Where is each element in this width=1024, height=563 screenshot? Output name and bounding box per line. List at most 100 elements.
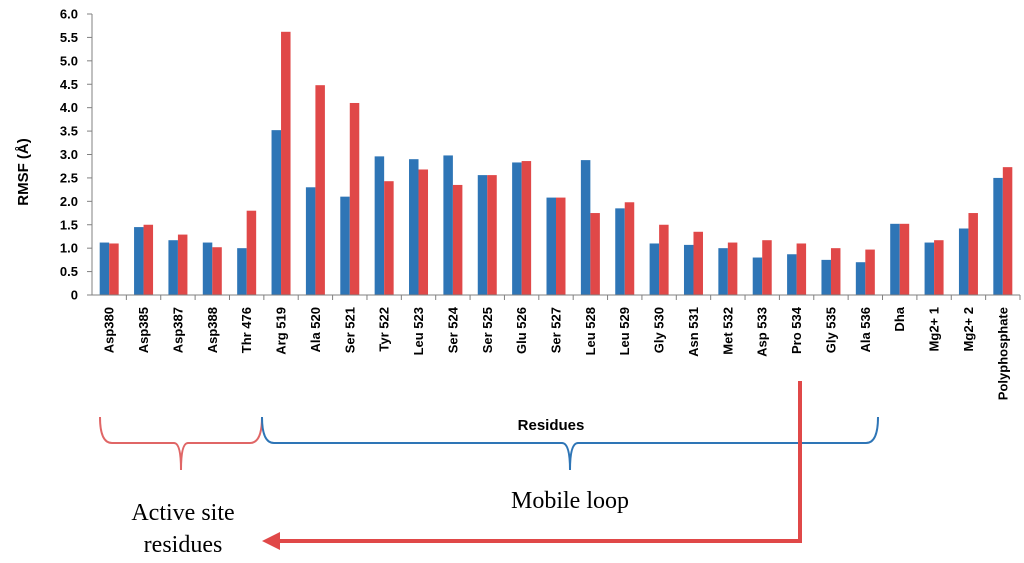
y-tick-label: 6.0	[60, 7, 78, 22]
mobile-loop-label: Mobile loop	[511, 488, 629, 514]
bar-series-2-ser-525	[487, 175, 497, 295]
bar-series-2-arg-519	[281, 31, 291, 296]
x-tick-label: Ser 524	[445, 306, 460, 353]
bar-series-2-ser-521	[349, 102, 360, 295]
x-tick-label: Leu 529	[617, 307, 632, 355]
y-tick-label: 3.0	[60, 147, 78, 162]
bar-series-1-pro-534	[787, 254, 797, 295]
x-tick-label: Glu 526	[514, 307, 529, 354]
bar-series-2-gly-535	[830, 248, 841, 295]
x-tick-label: Ser 525	[480, 307, 495, 353]
y-axis-title: RMSF (Å)	[15, 138, 32, 206]
y-tick-label: 4.0	[60, 100, 78, 115]
bar-series-1-asp388	[202, 242, 213, 295]
bar-series-1-arg-519	[271, 130, 282, 295]
bar-series-2-asp387	[177, 234, 188, 295]
y-tick-label: 4.5	[60, 77, 78, 92]
bar-series-1-leu-529	[615, 208, 625, 295]
x-tick-label: Asp387	[170, 307, 185, 353]
bar-series-2-ala-536	[865, 249, 875, 295]
x-tick-label: Mg2+ 2	[961, 307, 976, 351]
y-tick-label: 1.5	[60, 217, 78, 232]
bar-series-2-mg2-1	[934, 240, 944, 295]
x-tick-label: Asp 533	[755, 307, 770, 357]
bar-series-1-dha	[890, 223, 900, 295]
x-axis-title: Residues	[518, 417, 585, 434]
bar-series-1-polyphosphate	[993, 177, 1003, 295]
bar-series-1-mg2-2	[958, 228, 969, 295]
bar-series-1-asp387	[168, 240, 178, 295]
mobile-loop-brace	[261, 416, 879, 471]
bar-series-2-dha	[899, 223, 910, 295]
bar-series-2-ser-527	[556, 197, 566, 295]
x-tick-label: Ser 521	[342, 307, 357, 353]
bar-series-1-ser-524	[443, 155, 453, 295]
bar-series-2-polyphosphate	[1002, 167, 1013, 295]
bar-series-2-gly-530	[659, 224, 669, 295]
y-tick-label: 2.0	[60, 194, 78, 209]
x-tick-label: Ala 520	[308, 307, 323, 353]
x-tick-label: Asn 531	[686, 307, 701, 357]
bar-series-1-leu-523	[409, 159, 419, 295]
x-tick-label: Gly 530	[652, 307, 667, 353]
bar-series-2-thr-476	[246, 210, 257, 295]
bar-series-2-met-532	[727, 242, 738, 295]
bar-series-2-asn-531	[693, 231, 703, 295]
y-tick-label: 1.0	[60, 241, 78, 256]
x-tick-label: Tyr 522	[377, 307, 392, 352]
active-site-brace	[99, 416, 263, 471]
x-tick-label: Asp385	[136, 307, 151, 353]
x-tick-label: Dha	[892, 306, 907, 331]
x-tick-label: Leu 523	[411, 307, 426, 355]
bars	[99, 31, 1013, 296]
y-tick-label: 5.5	[60, 30, 78, 45]
x-tick-label: Thr 476	[239, 307, 254, 353]
bar-series-2-asp-533	[762, 240, 772, 295]
x-tick-label: Polyphosphate	[995, 307, 1010, 400]
bar-series-1-met-532	[718, 248, 728, 295]
bar-series-1-ser-521	[340, 196, 350, 295]
bar-series-1-asp385	[134, 227, 144, 295]
bar-series-1-gly-530	[649, 243, 660, 295]
y-axis: 0 0.5 1.0 1.5 2.0 2.5 3.0 3.5 4.0 4.5 5.0 5.5 6.0	[60, 7, 93, 303]
x-tick-label: Gly 535	[823, 307, 838, 353]
y-tick-label: 5.0	[60, 53, 78, 68]
y-tick-label: 0.5	[60, 264, 78, 279]
bar-series-1-ala-536	[855, 262, 866, 295]
bar-series-1-ser-527	[546, 197, 556, 295]
bar-series-2-ala-520	[315, 85, 325, 295]
bar-series-1-thr-476	[237, 248, 247, 295]
bar-series-2-glu-526	[521, 161, 532, 295]
bar-series-2-asp388	[212, 247, 222, 295]
bar-series-1-tyr-522	[374, 156, 385, 295]
x-tick-label: Arg 519	[274, 307, 289, 355]
x-tick-label: Leu 528	[583, 307, 598, 355]
active-site-label-line1: Active site	[131, 500, 234, 526]
bar-series-2-asp385	[143, 224, 154, 295]
bar-series-1-asp-533	[752, 257, 763, 295]
y-tick-label: 3.5	[60, 124, 78, 139]
bar-series-1-asp380	[99, 242, 110, 295]
bar-series-1-glu-526	[512, 162, 522, 295]
bar-series-2-mg2-2	[968, 213, 978, 295]
return-arrow	[276, 381, 802, 543]
bar-series-1-gly-535	[821, 259, 831, 295]
bar-series-1-ser-525	[477, 175, 488, 295]
x-tick-label: Ala 536	[858, 307, 873, 353]
x-tick-label: Ser 527	[549, 307, 564, 353]
bar-series-1-leu-528	[580, 160, 591, 295]
x-tick-label: Asp380	[102, 307, 117, 353]
return-arrow-head	[262, 532, 280, 550]
active-site-label-line2: residues	[144, 532, 223, 558]
bar-series-1-ala-520	[305, 187, 316, 295]
bar-series-2-ser-524	[452, 184, 463, 295]
x-tick-label: Asp388	[205, 307, 220, 353]
bar-series-2-leu-523	[418, 169, 429, 295]
x-axis: Asp380 Asp385 Asp387 Asp388 Thr 476 Arg 519 Al…	[92, 294, 1021, 400]
x-tick-label: Met 532	[720, 307, 735, 355]
x-tick-label: Pro 534	[789, 306, 804, 354]
x-tick-label: Mg2+ 1	[927, 307, 942, 351]
bar-series-1-asn-531	[683, 244, 694, 295]
y-tick-label: 0	[71, 288, 78, 303]
